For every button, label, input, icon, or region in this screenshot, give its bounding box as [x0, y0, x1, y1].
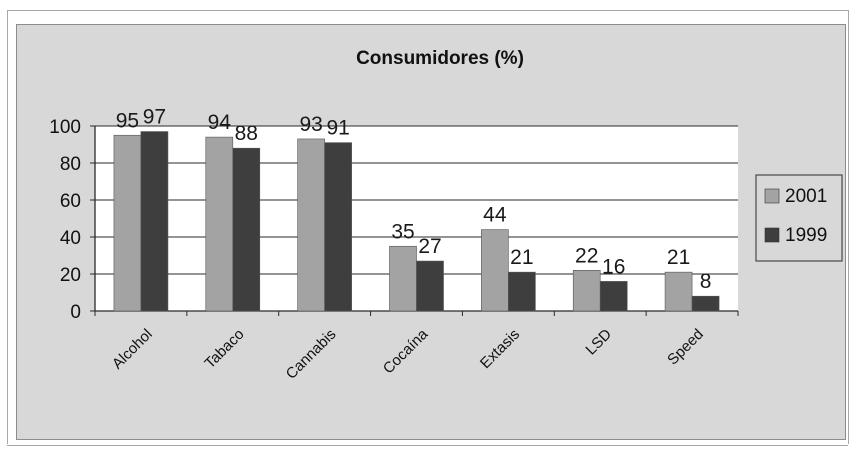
data-label: 88 [235, 122, 258, 145]
legend-swatch-1999 [764, 227, 780, 243]
data-label: 97 [143, 106, 166, 129]
bar-1999-cannabis [324, 142, 352, 312]
x-category-label: Tabaco [201, 326, 247, 372]
bar-1999-alcohol [140, 131, 169, 312]
legend-label: 2001 [785, 186, 827, 207]
data-label: 8 [700, 270, 712, 293]
chart-title: Consumidores (%) [356, 48, 524, 69]
bar-2001-speed [664, 271, 693, 312]
x-category-label: Extasis [477, 326, 523, 372]
data-label: 16 [602, 255, 625, 278]
y-tick-label: 0 [70, 302, 81, 323]
y-tick-label: 20 [60, 265, 81, 286]
bar-1999-tabaco [232, 147, 261, 312]
data-label: 44 [483, 204, 507, 227]
y-tick-label: 40 [60, 228, 81, 249]
data-label: 35 [391, 220, 414, 243]
frame-right-border [848, 10, 849, 444]
bar-2001-alcohol [113, 134, 142, 312]
legend-swatch-2001 [764, 188, 780, 204]
legend: 2001 1999 [755, 174, 843, 262]
bar-2001-lsd [572, 269, 601, 312]
data-label: 27 [418, 235, 441, 258]
x-category-label: Cocaína [380, 325, 432, 377]
bar-2001-tabaco [205, 136, 234, 312]
x-category-label: Speed [664, 326, 707, 369]
bar-2001-extasis [481, 229, 509, 312]
bar-1999-lsd [599, 281, 628, 312]
data-label: 95 [116, 109, 139, 132]
bar-1999-extasis [508, 271, 536, 312]
legend-label: 1999 [785, 225, 827, 246]
x-category-label: Cannabis [283, 326, 340, 383]
bar-1999-cocaína [416, 260, 444, 312]
bar-2001-cannabis [297, 138, 325, 312]
x-category-label: LSD [582, 326, 615, 359]
x-category-label: Alcohol [109, 326, 156, 373]
data-label: 21 [667, 246, 690, 269]
plot-area: 0 20 40 60 80 100 95 97 Alcohol 94 88 Tabaco 93 91 Can… [49, 106, 739, 383]
bar-1999-speed [691, 295, 720, 312]
data-label: 22 [575, 244, 598, 267]
y-tick-label: 100 [49, 117, 81, 138]
bar-2001-cocaína [389, 245, 417, 312]
y-tick-label: 60 [60, 191, 81, 212]
data-label: 94 [208, 111, 232, 134]
data-label: 21 [510, 246, 533, 269]
data-label: 91 [326, 117, 349, 140]
frame-left-border [7, 10, 8, 444]
data-label: 93 [299, 113, 322, 136]
y-tick-label: 80 [60, 154, 81, 175]
